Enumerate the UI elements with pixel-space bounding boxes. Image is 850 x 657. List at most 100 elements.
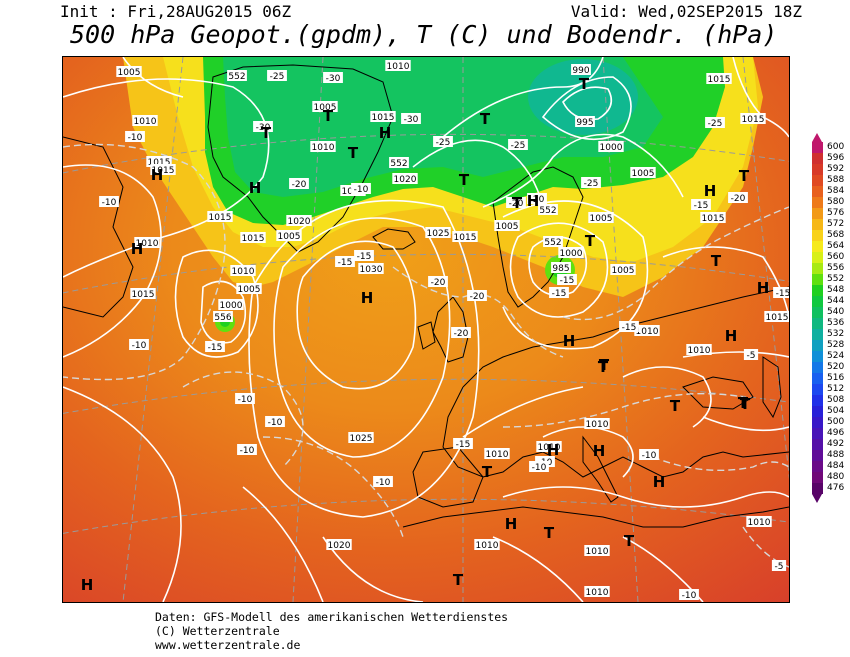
legend-value: 556 [827,263,845,273]
label-box [401,113,421,124]
legend-value: 540 [827,307,845,317]
low-pressure-symbol: T [544,524,555,542]
low-pressure-symbol: T [261,124,272,142]
label-box [286,215,312,226]
pressure-label: 1010 [636,327,659,337]
pressure-label: 1020 [328,541,351,551]
legend-row: 560 [812,252,850,263]
temperature-label: -25 [511,141,526,151]
low-pressure-symbol: T [711,252,722,270]
legend-value: 508 [827,395,845,405]
legend-row: 488 [812,450,850,461]
legend-swatch [812,252,823,263]
footer: Daten: GFS-Modell des amerikanischen Wet… [155,610,508,652]
legend-swatch [812,318,823,329]
pressure-label: 1005 [238,285,261,295]
temperature-label: -10 [376,478,391,488]
label-box [129,339,149,350]
label-box [700,212,726,223]
legend-row: 592 [812,164,850,175]
legend-swatch [812,208,823,219]
temperature-label: -15 [694,201,709,211]
high-pressure-symbol: H [653,473,666,491]
legend-swatch [812,351,823,362]
temperature-label: -10 [238,395,253,405]
legend-swatch [812,461,823,472]
low-pressure-symbol: T [598,358,609,376]
pressure-label: 1005 [314,103,337,113]
label-box [527,193,547,204]
legend-row: 600 [812,142,850,153]
high-pressure-symbol: H [249,179,262,197]
low-pressure-symbol: T [512,194,523,212]
label-box [551,262,571,273]
label-box [433,136,453,147]
pressure-label: 1015 [454,233,477,243]
label-box [373,476,393,487]
label-box [467,290,487,301]
pressure-label: 1010 [312,143,335,153]
legend-row: 572 [812,219,850,230]
legend-row: 508 [812,395,850,406]
legend-row: 568 [812,230,850,241]
label-box [134,237,160,248]
legend-value: 512 [827,384,845,394]
pressure-label: 1010 [486,450,509,460]
label-box [634,325,660,336]
legend-value: 504 [827,406,845,416]
temperature-label: -10 [682,591,697,601]
legend-row: 520 [812,362,850,373]
label-box [584,586,610,597]
footer-url: www.wetterzentrale.de [155,638,301,652]
legend-value: 484 [827,461,845,471]
legend-value: 560 [827,252,845,262]
legend-row: 564 [812,241,850,252]
high-pressure-symbol: H [547,441,560,459]
label-box [236,283,262,294]
legend-swatch [812,241,823,252]
label-box [536,441,562,452]
legend-swatch [812,230,823,241]
pressure-label: 1010 [476,541,499,551]
high-pressure-symbol: H [527,192,540,210]
low-pressure-symbol: T [459,171,470,189]
label-box [354,250,374,261]
label-box [99,196,119,207]
label-box [494,220,520,231]
low-pressure-symbol: T [585,232,596,250]
legend-row: 588 [812,175,850,186]
legend-swatch [812,186,823,197]
legend-swatch [812,417,823,428]
low-pressure-symbol: T [453,571,464,589]
legend-swatch [812,219,823,230]
label-box [705,117,725,128]
legend-swatch [812,285,823,296]
label-box [508,139,528,150]
legend-value: 564 [827,241,845,251]
legend-value: 528 [827,340,845,350]
label-box [764,311,789,322]
temperature-label: -20 [454,329,469,339]
legend-row: 548 [812,285,850,296]
legend-row: 512 [812,384,850,395]
legend-top-arrow [812,133,822,142]
temperature-label: -10 [240,446,255,456]
legend-value: 600 [827,142,845,152]
label-box [538,204,558,215]
label-box [335,256,355,267]
legend-row: 544 [812,296,850,307]
pressure-label: 1010 [586,588,609,598]
temperature-label: -15 [622,323,637,333]
legend-value: 596 [827,153,845,163]
temperature-label: -5 [775,562,784,572]
label-box [389,157,409,168]
legend-row: 524 [812,351,850,362]
legend-value: 524 [827,351,845,361]
legend-value: 516 [827,373,845,383]
temperature-label: -20 [530,195,545,205]
temperature-label: -30 [404,115,419,125]
legend-row: 484 [812,461,850,472]
legend-row: 492 [812,439,850,450]
footer-copyright: (C) Wetterzentrale [155,624,280,638]
